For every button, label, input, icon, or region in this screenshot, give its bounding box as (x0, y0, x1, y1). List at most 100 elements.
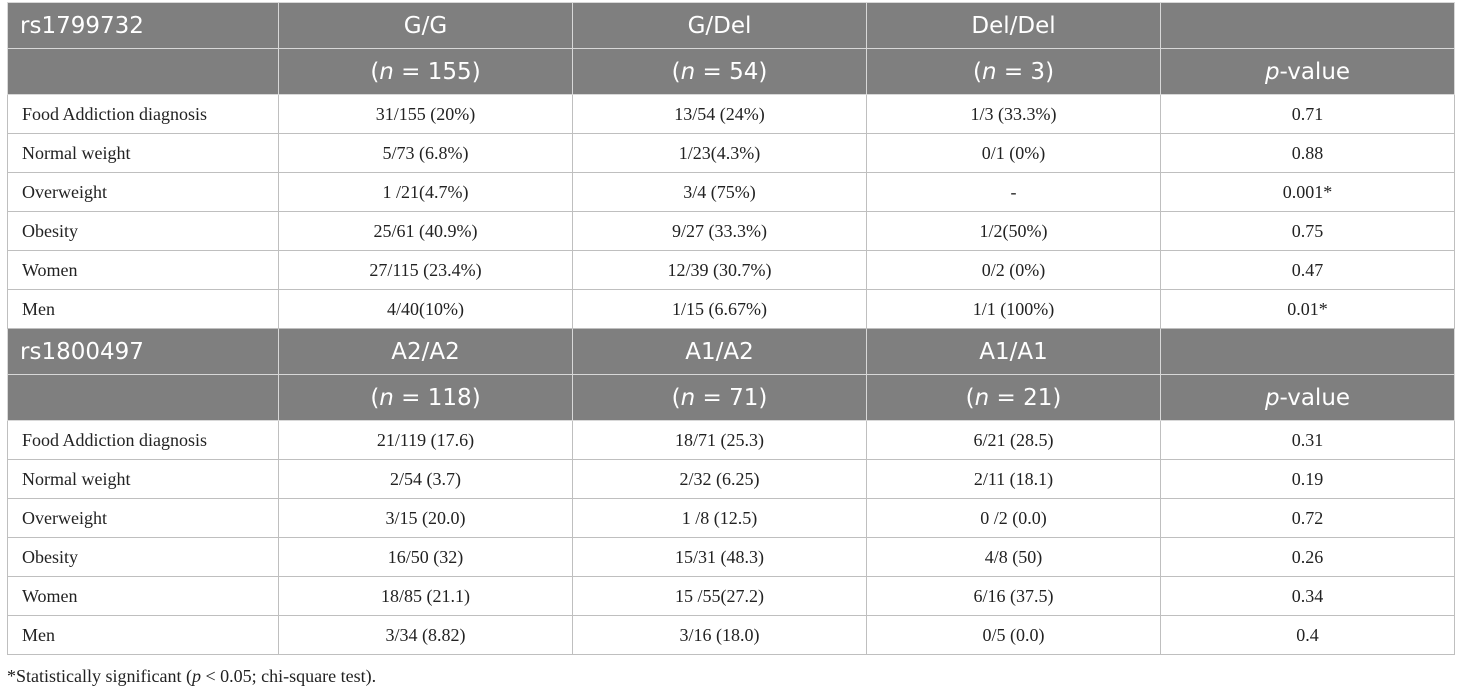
row-label: Normal weight (7, 133, 279, 173)
genotype-value-cell: 31/155 (20%) (278, 94, 573, 134)
paren-close: ) (471, 58, 481, 85)
genotype-value-cell: 18/85 (21.1) (278, 576, 573, 616)
genotype-value-cell: 1/3 (33.3%) (866, 94, 1161, 134)
genotype-value-cell: 18/71 (25.3) (572, 420, 867, 460)
genotype-value-cell: 2/11 (18.1) (866, 459, 1161, 499)
p-value-cell: 0.31 (1160, 420, 1455, 460)
genotype-value-cell: 1/15 (6.67%) (572, 289, 867, 329)
sample-size-value: 3 (1030, 58, 1046, 85)
genotype-value-cell: 0/5 (0.0) (866, 615, 1161, 655)
genotype-value-cell: 3/4 (75%) (572, 172, 867, 212)
genotype-value-cell: 15 /55(27.2) (572, 576, 867, 616)
table-row: Normal weight 5/73 (6.8%) 1/23(4.3%) 0/1 (0… (7, 133, 1455, 173)
p-symbol: p (1264, 384, 1280, 411)
genotype-value-cell: 25/61 (40.9%) (278, 211, 573, 251)
row-label: Overweight (7, 172, 279, 212)
table-row: Obesity 25/61 (40.9%) 9/27 (33.3%) 1/2(50%)… (7, 211, 1455, 251)
genotype-header-row: rs1799732 G/G G/Del Del/Del (7, 2, 1455, 49)
genotype-header: G/G (278, 2, 573, 49)
sample-size-header: (n = 71) (572, 374, 867, 421)
genotype-value-cell: 4/8 (50) (866, 537, 1161, 577)
p-value-cell: 0.88 (1160, 133, 1455, 173)
paren-open: ( (370, 58, 380, 85)
table-row: Men 4/40(10%) 1/15 (6.67%) 1/1 (100%) 0.01* (7, 289, 1455, 329)
genotype-header: A1/A2 (572, 328, 867, 375)
sample-size-header: (n = 155) (278, 48, 573, 95)
sample-size-value: 118 (427, 384, 472, 411)
p-symbol: p (1264, 58, 1280, 85)
n-symbol: n (680, 58, 696, 85)
genotype-value-cell: 1/23(4.3%) (572, 133, 867, 173)
equals-sign: = (393, 384, 428, 411)
genotype-value-cell: 9/27 (33.3%) (572, 211, 867, 251)
p-value-header: p-value (1160, 374, 1455, 421)
paren-close: ) (1052, 384, 1062, 411)
paren-open: ( (370, 384, 380, 411)
sample-size-header: (n = 54) (572, 48, 867, 95)
genotype-value-cell: 5/73 (6.8%) (278, 133, 573, 173)
genotype-value-cell: 0/2 (0%) (866, 250, 1161, 290)
footnote-text-end: < 0.05; chi-square test). (200, 666, 377, 686)
genotype-value-cell: 13/54 (24%) (572, 94, 867, 134)
p-value-label: -value (1279, 384, 1351, 411)
p-value-cell: 0.19 (1160, 459, 1455, 499)
n-symbol: n (974, 384, 990, 411)
p-value-cell: 0.26 (1160, 537, 1455, 577)
row-label: Food Addiction diagnosis (7, 94, 279, 134)
genotype-value-cell: 12/39 (30.7%) (572, 250, 867, 290)
empty-header-cell (7, 374, 279, 421)
equals-sign: = (393, 58, 428, 85)
genotype-header: Del/Del (866, 2, 1161, 49)
n-symbol: n (981, 58, 997, 85)
table-row: Food Addiction diagnosis 21/119 (17.6) 18/… (7, 420, 1455, 460)
table-row: Food Addiction diagnosis 31/155 (20%) 13/5… (7, 94, 1455, 134)
snp-id-header: rs1800497 (7, 328, 279, 375)
genotype-value-cell: - (866, 172, 1161, 212)
genotype-value-cell: 15/31 (48.3) (572, 537, 867, 577)
genotype-value-cell: 2/54 (3.7) (278, 459, 573, 499)
sample-size-value: 71 (729, 384, 759, 411)
row-label: Women (7, 250, 279, 290)
equals-sign: = (695, 58, 730, 85)
p-value-cell: 0.71 (1160, 94, 1455, 134)
empty-header-cell (1160, 2, 1455, 49)
p-value-cell: 0.4 (1160, 615, 1455, 655)
equals-sign: = (695, 384, 730, 411)
empty-header-cell (1160, 328, 1455, 375)
paren-close: ) (471, 384, 481, 411)
genotype-value-cell: 2/32 (6.25) (572, 459, 867, 499)
table-row: Women 18/85 (21.1) 15 /55(27.2) 6/16 (37.5)… (7, 576, 1455, 616)
table-row: Normal weight 2/54 (3.7) 2/32 (6.25) 2/11 (… (7, 459, 1455, 499)
row-label: Normal weight (7, 459, 279, 499)
table-footnote: *Statistically significant (p < 0.05; ch… (7, 666, 376, 687)
paren-open: ( (671, 58, 681, 85)
genotype-value-cell: 6/16 (37.5) (866, 576, 1161, 616)
sample-size-header: (n = 118) (278, 374, 573, 421)
genotype-value-cell: 1 /21(4.7%) (278, 172, 573, 212)
table-row: Overweight 1 /21(4.7%) 3/4 (75%) -0.001* (7, 172, 1455, 212)
genotype-results-table: rs1799732 G/G G/Del Del/Del (n = 155) (n = 54… (7, 2, 1455, 655)
table-row: Overweight 3/15 (20.0) 1 /8 (12.5) 0 /2 (0.… (7, 498, 1455, 538)
empty-header-cell (7, 48, 279, 95)
paren-open: ( (671, 384, 681, 411)
p-value-header: p-value (1160, 48, 1455, 95)
genotype-value-cell: 0/1 (0%) (866, 133, 1161, 173)
paren-open: ( (972, 58, 982, 85)
genotype-value-cell: 1 /8 (12.5) (572, 498, 867, 538)
row-label: Food Addiction diagnosis (7, 420, 279, 460)
footnote-text: *Statistically significant ( (7, 666, 192, 686)
sample-size-header: (n = 3) (866, 48, 1161, 95)
p-value-cell: 0.72 (1160, 498, 1455, 538)
row-label: Overweight (7, 498, 279, 538)
p-value-cell: 0.001* (1160, 172, 1455, 212)
row-label: Women (7, 576, 279, 616)
footnote-p-symbol: p (191, 666, 201, 686)
genotype-header-row: rs1800497 A2/A2 A1/A2 A1/A1 (7, 328, 1455, 375)
p-value-cell: 0.34 (1160, 576, 1455, 616)
sample-size-value: 54 (729, 58, 759, 85)
p-value-cell: 0.01* (1160, 289, 1455, 329)
table-row: Obesity 16/50 (32) 15/31 (48.3) 4/8 (50) 0.2… (7, 537, 1455, 577)
genotype-value-cell: 27/115 (23.4%) (278, 250, 573, 290)
genotype-value-cell: 0 /2 (0.0) (866, 498, 1161, 538)
sample-size-header-row: (n = 118) (n = 71) (n = 21) p-value (7, 374, 1455, 421)
